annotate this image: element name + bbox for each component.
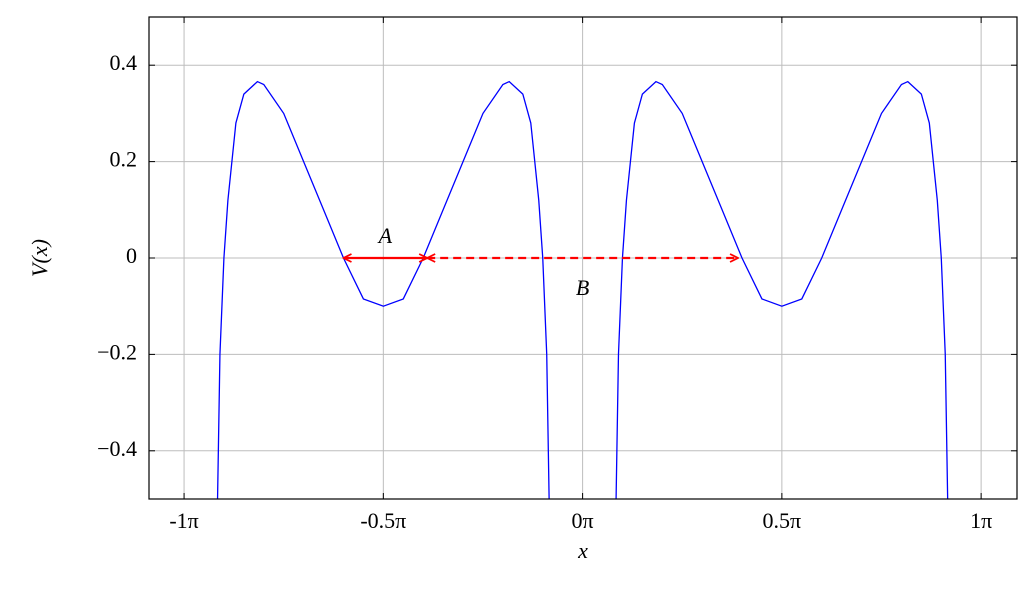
y-tick-label: 0.4 (110, 50, 138, 75)
labels: −0.4 −0.2 0 0.2 0.4 -1π -0.5π 0π 0.5π 1π A B (97, 17, 1017, 533)
x-tick-label: -1π (169, 508, 198, 533)
line-series (216, 80, 949, 499)
x-axis-label: x (577, 538, 588, 563)
annotation-label: B (576, 275, 589, 300)
x-tick-label: 0π (572, 508, 594, 533)
plot-area (216, 80, 949, 499)
annotation-label: A (377, 223, 393, 248)
x-tick-label: -0.5π (360, 508, 406, 533)
y-tick-label: 0 (126, 243, 137, 268)
y-tick-label: 0.2 (110, 147, 138, 172)
x-tick-label: 1π (970, 508, 992, 533)
y-tick-label: −0.4 (97, 436, 137, 461)
y-axis-label: V(x) (27, 239, 52, 277)
x-tick-label: 0.5π (763, 508, 802, 533)
y-tick-label: −0.2 (97, 339, 137, 364)
grid (149, 17, 1017, 499)
